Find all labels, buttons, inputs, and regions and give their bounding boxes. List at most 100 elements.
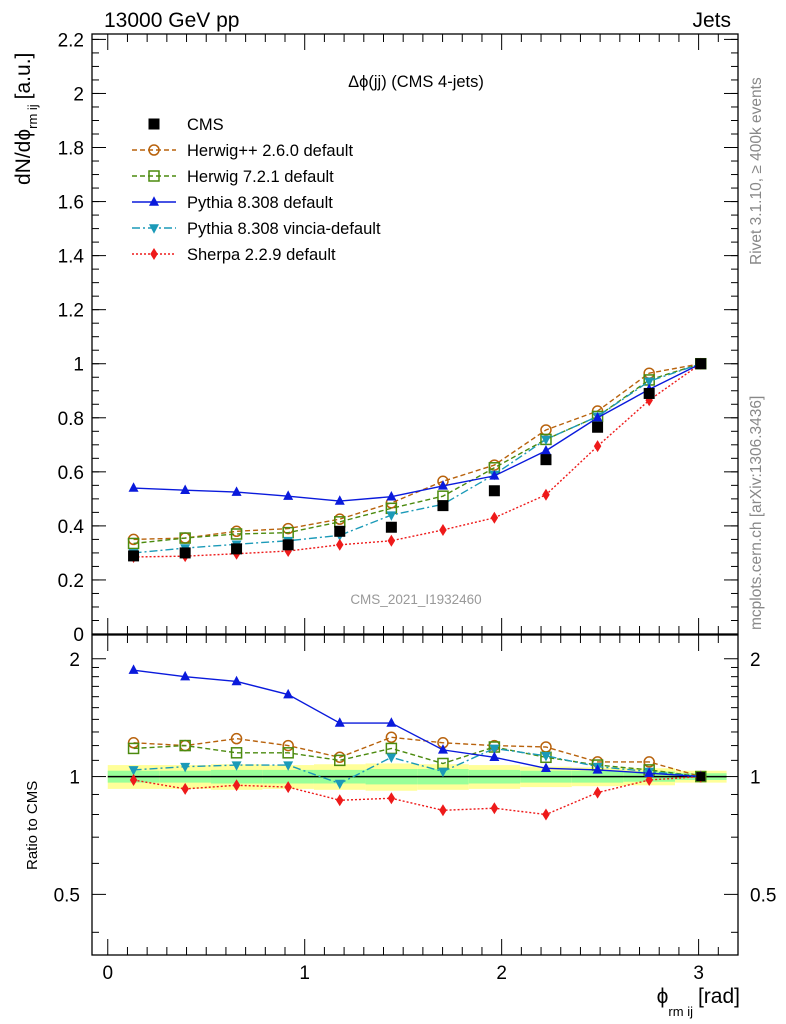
- ratio-point: [230, 747, 243, 759]
- ratio-point: [180, 670, 191, 681]
- series-line: [133, 363, 702, 558]
- x-axis-label: ϕrm ij [rad]: [657, 985, 740, 1019]
- ratio-tick-label: 1: [69, 768, 80, 789]
- y-tick-label: 0.8: [58, 409, 84, 430]
- ratio-point: [387, 792, 396, 805]
- x-tick-label: 2: [496, 963, 507, 984]
- legend-entry: Sherpa 2.2.9 default: [132, 246, 336, 264]
- data-point: [336, 538, 344, 551]
- series-line: [133, 363, 702, 554]
- data-point: [231, 543, 243, 555]
- data-point: [489, 470, 500, 480]
- ratio-y-label: Ratio to CMS: [24, 781, 41, 870]
- y-tick-label: 0.4: [58, 517, 85, 538]
- y-tick-label: 1.8: [58, 139, 84, 160]
- data-point: [540, 435, 551, 446]
- ratio-point: [180, 762, 191, 773]
- ratio-point: [439, 804, 447, 817]
- ratio-point: [283, 761, 294, 771]
- x-label-main: ϕ: [657, 985, 669, 1008]
- x-label-unit: [rad]: [698, 985, 740, 1008]
- ratio-point: [231, 675, 242, 686]
- data-point: [387, 534, 396, 547]
- ratio-point: [437, 744, 448, 754]
- data-point: [230, 528, 243, 540]
- ratio-tick-label: 0.5: [54, 885, 80, 906]
- legend-marker: [148, 144, 160, 156]
- data-point: [386, 490, 397, 501]
- ratio-point: [334, 779, 345, 790]
- data-point: [695, 358, 707, 370]
- ratio-point: [385, 742, 398, 755]
- data-point: [488, 485, 500, 497]
- legend-label: Pythia 8.308 vincia-default: [187, 220, 381, 238]
- series-herwig-2-6-0-default: [127, 357, 707, 546]
- legend-marker: [150, 248, 158, 260]
- ratio-point: [282, 739, 294, 752]
- ratio-point: [129, 773, 138, 786]
- data-point: [592, 412, 603, 422]
- data-point: [334, 495, 345, 505]
- ratio-point: [232, 779, 241, 792]
- data-point: [542, 488, 550, 501]
- y-label-main: dN/dϕ: [12, 129, 35, 185]
- legend: CMS Herwig++ 2.6.0 default Herwig 7.2.1 de…: [132, 116, 381, 264]
- y-tick-label: 0.6: [58, 463, 84, 484]
- ratio-tick-label-right: 1: [750, 768, 761, 789]
- ratio-tick-label-right: 0.5: [750, 885, 776, 906]
- y-axis-label: dN/dϕrm ij [a.u.]: [12, 53, 40, 185]
- x-label-sub: rm ij: [668, 1004, 693, 1019]
- rivet-label: Rivet 3.1.10, ≥ 400k events: [748, 77, 765, 265]
- data-point: [179, 547, 191, 559]
- ratio-point: [386, 717, 397, 727]
- ratio-series-line: [133, 736, 701, 778]
- data-point: [128, 482, 139, 492]
- ratio-point: [231, 761, 242, 771]
- series-line: [133, 363, 701, 541]
- legend-marker: [148, 170, 160, 182]
- series-pythia-8-308-default: [128, 357, 706, 505]
- ratio-point: [181, 782, 189, 795]
- data-point: [490, 511, 499, 524]
- data-point: [128, 550, 140, 562]
- data-point: [437, 500, 449, 512]
- main-panel: 0 0.2 0.4 0.6 0.8 1 1.2 1.4 1.6 1.8 2 2.2 Δϕ(jj) (C…: [58, 30, 739, 955]
- legend-label: CMS: [187, 116, 224, 134]
- legend-marker: [149, 224, 159, 234]
- ratio-point: [284, 781, 292, 794]
- ratio-point: [592, 764, 603, 774]
- ratio-point: [336, 794, 344, 807]
- y-tick-label: 2: [73, 84, 84, 105]
- ratio-point: [437, 767, 448, 778]
- y-tick-label: 1.6: [58, 193, 84, 214]
- chart-title: Δϕ(jj) (CMS 4-jets): [348, 73, 484, 91]
- series-herwig-7-2-1-default: [127, 357, 707, 550]
- ratio-point: [489, 751, 500, 762]
- data-point: [386, 511, 397, 521]
- data-point: [540, 454, 552, 466]
- series-sherpa-2-2-9-default: [129, 357, 705, 563]
- ratio-point: [593, 786, 602, 799]
- ratio-point: [282, 747, 294, 759]
- ratio-point: [179, 739, 191, 752]
- data-point: [334, 525, 346, 537]
- ratio-tick-label-right: 2: [750, 650, 761, 671]
- jets-label: Jets: [692, 9, 731, 32]
- legend-entry: CMS: [148, 116, 224, 134]
- ratio-point: [645, 773, 653, 786]
- svg-text:dN/dϕrm ij[a.u.]: dN/dϕrm ij [a.u.]: [12, 53, 40, 185]
- data-point: [179, 532, 191, 544]
- energy-label: 13000 GeV pp: [104, 9, 239, 32]
- series-pythia-8-308-default-ratio: [128, 664, 706, 781]
- data-point: [282, 539, 294, 551]
- data-point: [540, 445, 551, 455]
- ratio-tick-label: 2: [69, 650, 80, 671]
- legend-entry: Pythia 8.308 vincia-default: [132, 220, 381, 238]
- data-point: [643, 387, 655, 399]
- legend-label: Sherpa 2.2.9 default: [187, 246, 336, 264]
- ratio-point: [644, 767, 655, 777]
- data-point: [439, 523, 447, 536]
- ratio-series-line: [133, 775, 701, 816]
- ratio-point: [385, 731, 398, 744]
